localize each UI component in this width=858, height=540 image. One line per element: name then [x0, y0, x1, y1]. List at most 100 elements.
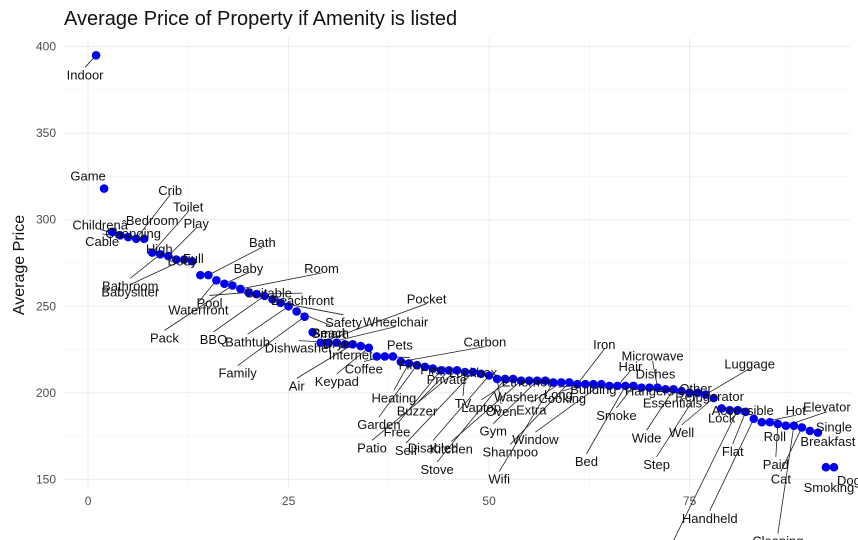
label-leader-line [296, 344, 353, 379]
y-tick-label: 250 [36, 299, 56, 313]
point-label: Self [395, 443, 418, 458]
point-label: Dishwasher [265, 341, 334, 356]
point-label: Beachfront [271, 293, 334, 308]
point-label: Bed [575, 454, 598, 469]
data-point [139, 234, 149, 244]
point-label: Hair [618, 359, 643, 374]
point-label: Coffee [345, 361, 383, 376]
x-tick-label: 50 [482, 494, 496, 508]
data-point [741, 407, 751, 417]
point-label: Private [427, 372, 467, 387]
data-point [637, 383, 646, 392]
data-point [781, 421, 791, 430]
point-label: Air [289, 378, 306, 393]
point-label: Wheelchair [363, 315, 429, 330]
label-leader-line [198, 280, 217, 303]
point-label: Childrenâ [72, 217, 128, 232]
data-point [701, 390, 710, 399]
point-label: Dryer [323, 336, 355, 351]
data-point [348, 340, 358, 349]
data-point [444, 366, 454, 375]
point-label: Smoking [804, 480, 855, 495]
data-point [171, 255, 181, 264]
label-leader-line [732, 411, 747, 444]
label-leader-line [416, 370, 450, 404]
label-leader-line [320, 303, 427, 343]
data-point [220, 279, 229, 289]
label-leader-line [616, 385, 634, 409]
point-label: Buzzer [397, 403, 438, 418]
point-label: Breakfast [800, 434, 855, 449]
point-label: Paid [763, 457, 789, 472]
point-label: Window [512, 432, 559, 447]
data-point [372, 352, 382, 361]
label-leader-line [681, 397, 714, 426]
label-leader-line [646, 389, 674, 431]
point-label: Internet [329, 347, 373, 362]
point-label: Bath [249, 235, 276, 250]
data-point [805, 426, 815, 436]
point-label: Well [669, 425, 694, 440]
data-point [468, 367, 478, 377]
point-label: High [146, 242, 173, 257]
y-tick-label: 300 [36, 213, 56, 227]
data-point [332, 338, 341, 347]
data-point [661, 385, 670, 394]
data-point [428, 364, 438, 373]
label-leader-line [775, 423, 779, 457]
point-label: Extra [516, 402, 547, 417]
point-label: Pets [387, 337, 414, 352]
label-leader-line [164, 285, 233, 331]
point-label: Smoke [596, 408, 636, 423]
y-tick-label: 350 [36, 126, 56, 140]
point-label: Refrigerator [675, 389, 744, 404]
data-point [669, 385, 678, 394]
point-label: Full [183, 251, 204, 266]
point-label: Smart [311, 326, 346, 341]
data-point [797, 423, 807, 432]
point-label: Play [184, 216, 210, 231]
data-point [308, 327, 317, 337]
label-leader-line [240, 272, 322, 290]
label-leader-line [673, 409, 739, 540]
point-label: Beach [312, 325, 349, 340]
label-leader-line [129, 254, 161, 279]
data-point [621, 381, 630, 391]
data-point [765, 417, 775, 427]
data-point [500, 374, 510, 384]
data-point [316, 338, 325, 347]
data-point [380, 352, 390, 361]
data-point [324, 338, 333, 347]
data-point [573, 379, 582, 389]
point-label: Handheld [682, 511, 738, 526]
point-label: Kitchen [429, 442, 472, 457]
data-point [196, 270, 205, 280]
point-label: Luggage [724, 357, 775, 372]
point-label: Other [679, 381, 712, 396]
label-leader-line [393, 363, 410, 391]
label-leader-line [780, 427, 803, 472]
x-tick-label: 25 [282, 494, 296, 508]
label-leader-line [531, 382, 562, 403]
data-point [252, 289, 261, 299]
point-label: Keypad [315, 374, 359, 389]
point-label: Pool [196, 295, 222, 310]
data-point [212, 276, 221, 285]
data-point [388, 352, 398, 361]
point-label: Stove [420, 462, 453, 477]
point-label: Hangers [625, 384, 675, 399]
label-leader-line [480, 378, 514, 401]
data-point [540, 376, 550, 385]
point-label: Single [816, 420, 852, 435]
point-label: Body [168, 253, 198, 268]
label-leader-line [378, 364, 418, 418]
label-leader-line [777, 425, 795, 534]
data-point [356, 341, 366, 351]
y-tick-label: 400 [36, 40, 56, 54]
point-label: Oven [486, 404, 517, 419]
label-leader-line [436, 378, 506, 463]
data-point [757, 417, 767, 427]
chart-title: Average Price of Property if Amenity is … [64, 8, 458, 30]
point-label: Flat [722, 444, 744, 459]
